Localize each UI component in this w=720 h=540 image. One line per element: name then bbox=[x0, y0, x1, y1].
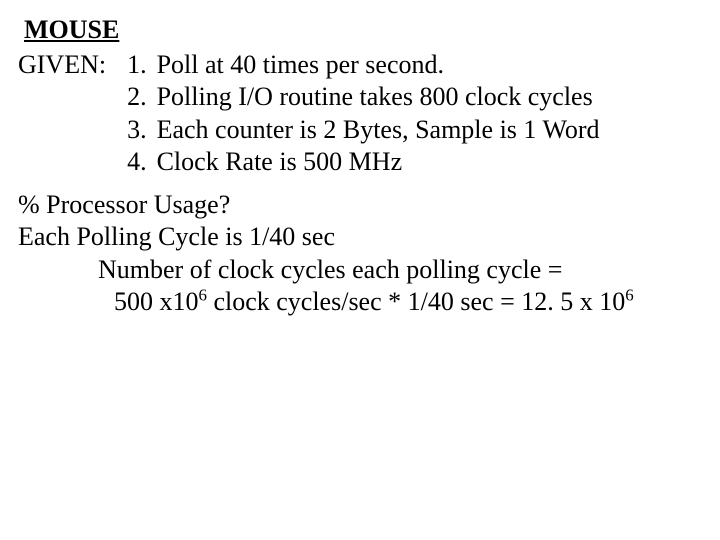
spacer bbox=[18, 179, 710, 189]
calc-part-a: 500 x10 bbox=[114, 287, 199, 316]
calculation-line: 500 x106 clock cycles/sec * 1/40 sec = 1… bbox=[114, 286, 710, 319]
section-title: MOUSE bbox=[24, 14, 710, 47]
list-item: 3. Each counter is 2 Bytes, Sample is 1 … bbox=[113, 114, 600, 147]
list-item: 1. Poll at 40 times per second. bbox=[113, 49, 600, 82]
exponent: 6 bbox=[199, 285, 207, 304]
question-line: % Processor Usage? bbox=[18, 189, 710, 222]
body-line: Each Polling Cycle is 1/40 sec bbox=[18, 221, 710, 254]
calc-part-b: clock cycles/sec * 1/40 sec = 12. 5 x 10 bbox=[207, 287, 625, 316]
item-text: Polling I/O routine takes 800 clock cycl… bbox=[157, 81, 593, 114]
slide-content: MOUSE GIVEN: 1. Poll at 40 times per sec… bbox=[0, 0, 720, 329]
item-number: 4. bbox=[113, 146, 157, 179]
item-number: 1. bbox=[113, 49, 157, 82]
given-label: GIVEN: bbox=[18, 49, 113, 82]
list-item: 2. Polling I/O routine takes 800 clock c… bbox=[113, 81, 600, 114]
given-block: GIVEN: 1. Poll at 40 times per second. 2… bbox=[18, 49, 710, 179]
exponent: 6 bbox=[625, 285, 633, 304]
body-line: Number of clock cycles each polling cycl… bbox=[98, 254, 710, 287]
given-list: 1. Poll at 40 times per second. 2. Polli… bbox=[113, 49, 600, 179]
list-item: 4. Clock Rate is 500 MHz bbox=[113, 146, 600, 179]
item-text: Poll at 40 times per second. bbox=[157, 49, 444, 82]
item-number: 3. bbox=[113, 114, 157, 147]
item-text: Each counter is 2 Bytes, Sample is 1 Wor… bbox=[157, 114, 600, 147]
item-number: 2. bbox=[113, 81, 157, 114]
item-text: Clock Rate is 500 MHz bbox=[157, 146, 403, 179]
